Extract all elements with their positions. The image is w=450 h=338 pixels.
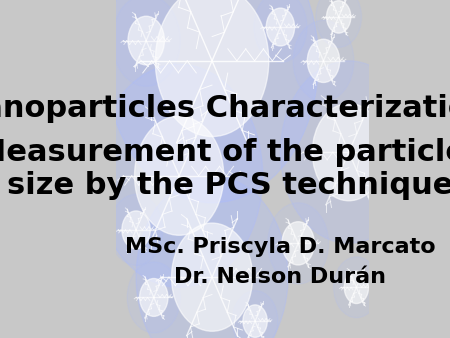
Circle shape xyxy=(112,0,180,86)
Circle shape xyxy=(266,8,295,46)
Circle shape xyxy=(127,262,180,333)
Circle shape xyxy=(293,20,354,101)
Text: Dr. Nelson Durán: Dr. Nelson Durán xyxy=(175,267,387,287)
Circle shape xyxy=(135,116,224,235)
Circle shape xyxy=(268,203,328,284)
Circle shape xyxy=(254,0,307,63)
Circle shape xyxy=(333,257,379,318)
Circle shape xyxy=(316,0,361,47)
Circle shape xyxy=(136,176,288,338)
Circle shape xyxy=(122,211,150,249)
Text: Nanoparticles Characterization:: Nanoparticles Characterization: xyxy=(0,94,450,123)
Text: MSc. Priscyla D. Marcato: MSc. Priscyla D. Marcato xyxy=(125,237,436,257)
Circle shape xyxy=(243,305,267,337)
Circle shape xyxy=(128,16,164,65)
Circle shape xyxy=(232,291,278,338)
Circle shape xyxy=(327,1,351,33)
Circle shape xyxy=(307,39,340,82)
Circle shape xyxy=(140,279,168,316)
Circle shape xyxy=(282,222,315,265)
Circle shape xyxy=(155,0,269,137)
Circle shape xyxy=(106,0,319,203)
Circle shape xyxy=(280,61,417,243)
Circle shape xyxy=(344,271,369,304)
Circle shape xyxy=(312,103,385,201)
Circle shape xyxy=(109,194,162,265)
Circle shape xyxy=(171,223,252,331)
Text: Measurement of the particles
size by the PCS technique: Measurement of the particles size by the… xyxy=(0,138,450,200)
Circle shape xyxy=(95,64,263,287)
